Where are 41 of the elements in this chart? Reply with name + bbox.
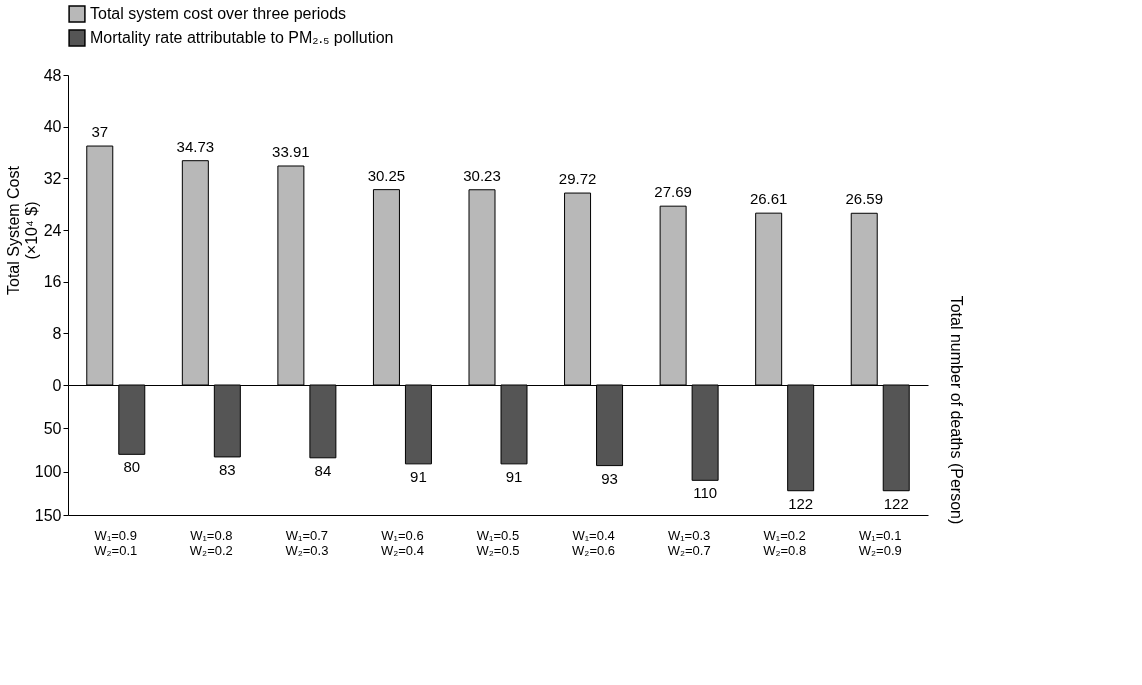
y-axis-title: Total number of deaths (Person) bbox=[948, 295, 965, 525]
data-label: 122 bbox=[788, 494, 814, 512]
data-label: 91 bbox=[410, 467, 427, 485]
data-label: 91 bbox=[505, 467, 523, 485]
data-label: 27.69 bbox=[654, 183, 692, 201]
y-tick-label: 8 bbox=[52, 324, 62, 342]
data-label: 33.91 bbox=[272, 143, 310, 160]
data-label: 93 bbox=[601, 469, 618, 487]
x-tick-label: W₁=0.7 W₂=0.3 bbox=[285, 527, 329, 558]
x-tick-label: W₁=0.6 W₂=0.4 bbox=[380, 527, 424, 558]
data-label: 30.25 bbox=[367, 166, 406, 184]
x-tick-label: W₁=0.9 W₂=0.1 bbox=[94, 527, 138, 558]
y-tick-label: 32 bbox=[43, 169, 62, 187]
data-label: 37 bbox=[91, 123, 109, 141]
y-tick-label: 16 bbox=[43, 273, 62, 291]
y-tick-label: 50 bbox=[43, 419, 62, 437]
x-tick-label: W₁=0.1 W₂=0.9 bbox=[858, 527, 902, 558]
y-tick-label: 150 bbox=[34, 506, 62, 524]
data-label: 80 bbox=[123, 458, 141, 476]
data-label: 110 bbox=[693, 484, 718, 502]
x-tick-label: W₁=0.8 W₂=0.2 bbox=[189, 527, 233, 558]
y-axis-title: Total System Cost (×10⁴ $) bbox=[4, 165, 40, 295]
x-tick-label: W₁=0.5 W₂=0.5 bbox=[476, 527, 520, 558]
data-label: 26.59 bbox=[845, 190, 883, 208]
legend-label: Total system cost over three periods bbox=[90, 5, 347, 22]
y-tick-label: 40 bbox=[43, 118, 62, 136]
data-label: 34.73 bbox=[176, 137, 215, 155]
legend-label: Mortality rate attributable to PM₂.₅ pollution bbox=[90, 29, 394, 46]
y-tick-label: 100 bbox=[34, 463, 62, 481]
y-tick-label: 48 bbox=[43, 66, 62, 84]
x-tick-label: W₁=0.4 W₂=0.6 bbox=[572, 527, 616, 558]
x-tick-label: W₁=0.3 W₂=0.7 bbox=[667, 527, 711, 558]
data-label: 30.23 bbox=[463, 166, 501, 184]
data-label: 26.61 bbox=[749, 190, 788, 208]
x-tick-label: W₁=0.2 W₂=0.8 bbox=[763, 527, 807, 558]
data-label: 83 bbox=[218, 460, 236, 478]
data-label: 84 bbox=[314, 461, 332, 479]
y-tick-label: 24 bbox=[43, 221, 62, 239]
data-label: 29.72 bbox=[558, 170, 597, 188]
y-tick-label: 0 bbox=[52, 376, 62, 394]
data-label: 122 bbox=[883, 494, 909, 512]
